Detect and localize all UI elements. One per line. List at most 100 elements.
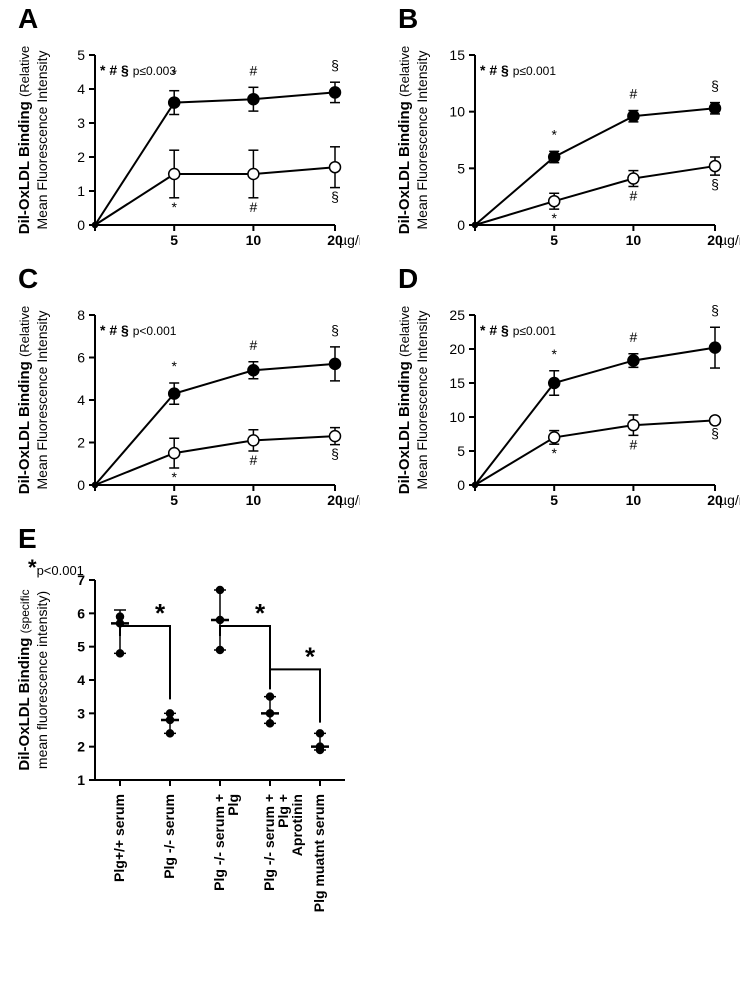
panel-label: B [398,3,418,34]
x-tick-label: 5 [550,492,558,508]
y-tick-label: 4 [77,672,85,688]
y-tick-label: 20 [449,341,465,357]
data-point [167,717,174,724]
y-tick-label: 0 [77,217,85,233]
y-tick-label: 1 [77,183,85,199]
category-label: Plg muatnt serum [311,794,327,912]
y-tick-label: 15 [449,375,465,391]
panel-c: CDil-OxLDL Binding (RelativeMean Fluores… [10,260,360,530]
y-tick-label: 2 [77,435,85,451]
panel-b: BDil-OxLDL Binding (RelativeMean Fluores… [390,0,740,270]
data-point-open [628,173,639,184]
data-point-open [549,196,560,207]
y-axis-label-main: Dil-OxLDL Binding (specific [16,589,33,770]
data-point-filled [549,378,560,389]
significance-text: * # § p≤0.001 [480,322,556,338]
significance-mark: # [630,436,638,452]
y-tick-label: 4 [77,392,85,408]
y-tick-label: 15 [449,47,465,63]
x-tick-label: 5 [550,232,558,248]
significance-mark: # [630,86,638,102]
significance-mark: # [250,337,258,353]
data-point-filled [330,358,341,369]
x-tick-label: 5 [170,492,178,508]
y-tick-label: 5 [457,443,465,459]
data-point-open [330,431,341,442]
category-label: Plg -/- serum +Plg +Aprotinin [261,794,305,891]
y-axis-label-sub: mean fluorescence intensity) [34,591,50,769]
x-tick-label: 10 [626,232,642,248]
x-tick-label: 10 [246,232,262,248]
x-unit-label: µg/ml [339,492,360,508]
x-unit-label: µg/ml [719,492,740,508]
data-point-filled [169,97,180,108]
chart-c: CDil-OxLDL Binding (RelativeMean Fluores… [10,260,360,530]
data-point [217,617,224,624]
significance-star: * [155,598,166,628]
significance-mark: § [331,322,339,338]
significance-mark: § [331,57,339,73]
data-point-open [248,435,259,446]
x-unit-label: µg/ml [719,232,740,248]
panel-d: DDil-OxLDL Binding (RelativeMean Fluores… [390,260,740,530]
significance-mark: # [630,329,638,345]
data-point [317,747,324,754]
y-tick-label: 3 [77,115,85,131]
category-label: Plg -/- serum +Plg [211,794,241,891]
data-point [267,720,274,727]
y-axis-label-sub: Mean Fluorescence Intensity [34,51,50,230]
significance-star: * [305,641,316,671]
y-tick-label: 6 [77,350,85,366]
y-tick-label: 8 [77,307,85,323]
y-tick-label: 4 [77,81,85,97]
panel-label: C [18,263,38,294]
significance-mark: * [171,66,177,82]
data-point-filled [248,94,259,105]
data-point-filled [628,355,639,366]
y-axis-label-main: Dil-OxLDL Binding (Relative [396,306,413,495]
significance-text: * # § p≤0.003 [100,62,176,78]
significance-mark: * [171,358,177,374]
y-tick-label: 5 [457,160,465,176]
x-tick-label: 10 [626,492,642,508]
significance-mark: # [630,187,638,203]
significance-mark: * [551,126,557,142]
significance-mark: § [331,446,339,462]
y-tick-label: 2 [77,739,85,755]
panel-label: A [18,3,38,34]
significance-mark: * [551,210,557,226]
significance-mark: § [711,176,719,192]
data-point [317,730,324,737]
y-tick-label: 0 [457,477,465,493]
y-axis-label-main: Dil-OxLDL Binding (Relative [396,46,413,235]
significance-mark: # [250,62,258,78]
panel-label: D [398,263,418,294]
y-tick-label: 0 [77,477,85,493]
significance-mark: § [711,425,719,441]
data-point-filled [248,365,259,376]
significance-mark: # [250,452,258,468]
significance-mark: * [551,445,557,461]
y-tick-label: 3 [77,705,85,721]
data-point-filled [628,111,639,122]
significance-mark: * [171,469,177,485]
data-point [267,693,274,700]
panel-e: E*p<0.001Dil-OxLDL Binding (specificmean… [10,520,360,980]
y-tick-label: 10 [449,409,465,425]
significance-mark: * [171,199,177,215]
chart-a: ADil-OxLDL Binding (RelativeMean Fluores… [10,0,360,270]
data-point-open [248,169,259,180]
chart-e: E*p<0.001Dil-OxLDL Binding (specificmean… [10,520,360,980]
data-point-open [549,432,560,443]
panel-a: ADil-OxLDL Binding (RelativeMean Fluores… [10,0,360,270]
data-point-open [330,162,341,173]
panel-label: E [18,523,37,554]
significance-mark: # [250,199,258,215]
significance-mark: § [331,189,339,205]
y-tick-label: 7 [77,572,85,588]
data-point-filled [169,388,180,399]
chart-d: DDil-OxLDL Binding (RelativeMean Fluores… [390,260,740,530]
y-tick-label: 5 [77,639,85,655]
y-tick-label: 0 [457,217,465,233]
chart-b: BDil-OxLDL Binding (RelativeMean Fluores… [390,0,740,270]
